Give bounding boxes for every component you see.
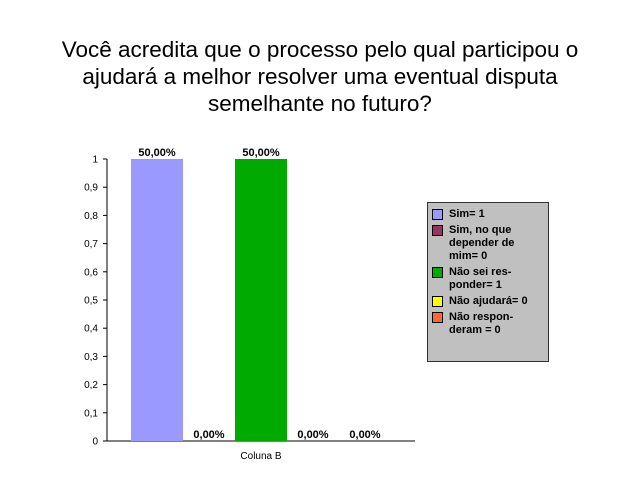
legend-item: Não ajudará= 0	[432, 295, 544, 308]
legend-label: Sim, no que	[449, 224, 512, 236]
bar	[235, 159, 287, 441]
chart-title: Você acredita que o processo pelo qual p…	[20, 36, 620, 117]
legend-label: Não sei res-	[449, 266, 512, 278]
legend-label: mim= 0	[449, 250, 488, 262]
y-tick-label: 0,1	[84, 408, 98, 419]
data-label: 0,00%	[349, 429, 380, 441]
legend-label: Sim= 1	[449, 208, 485, 220]
data-label: 0,00%	[193, 429, 224, 441]
data-label: 0,00%	[297, 429, 328, 441]
legend-swatch-icon	[432, 225, 443, 236]
y-tick-label: 0,2	[84, 380, 98, 391]
legend-label: ponder= 1	[449, 279, 502, 291]
legend-swatch-icon	[432, 296, 443, 307]
legend-label: Não respon-	[449, 311, 514, 323]
y-tick-label: 0,5	[84, 296, 98, 307]
legend-label: Não ajudará= 0	[449, 295, 528, 307]
chart-title-line: ajudará a melhor resolver uma eventual d…	[82, 64, 558, 89]
y-tick-label: 0,6	[84, 267, 98, 278]
chart-title-line: semelhante no futuro?	[208, 91, 432, 116]
y-tick-label: 0	[92, 437, 98, 448]
legend-swatch-icon	[432, 312, 443, 323]
legend-item: Sim= 1	[432, 208, 544, 221]
legend-swatch-icon	[432, 267, 443, 278]
x-category-label: Coluna B	[240, 451, 281, 462]
legend-label: depender de	[449, 237, 515, 249]
y-tick-label: 0,9	[84, 183, 98, 194]
y-tick-label: 0,7	[84, 239, 98, 250]
y-tick-label: 0,3	[84, 352, 98, 363]
y-tick-label: 1	[92, 155, 98, 166]
bar	[131, 159, 183, 441]
legend-item: Não sei res-ponder= 1	[432, 266, 544, 292]
chart-legend: Sim= 1 Sim, no que depender de mim= 0 Não se…	[427, 202, 549, 362]
legend-swatch-icon	[432, 209, 443, 220]
data-label: 50,00%	[242, 147, 280, 159]
legend-label: deram = 0	[449, 324, 501, 336]
y-tick-label: 0,8	[84, 211, 98, 222]
data-label: 50,00%	[138, 147, 176, 159]
legend-item: Não respon-deram = 0	[432, 311, 544, 337]
chart-title-line: Você acredita que o processo pelo qual p…	[61, 37, 579, 62]
y-tick-label: 0,4	[84, 324, 98, 335]
legend-item: Sim, no que depender de mim= 0	[432, 224, 544, 263]
